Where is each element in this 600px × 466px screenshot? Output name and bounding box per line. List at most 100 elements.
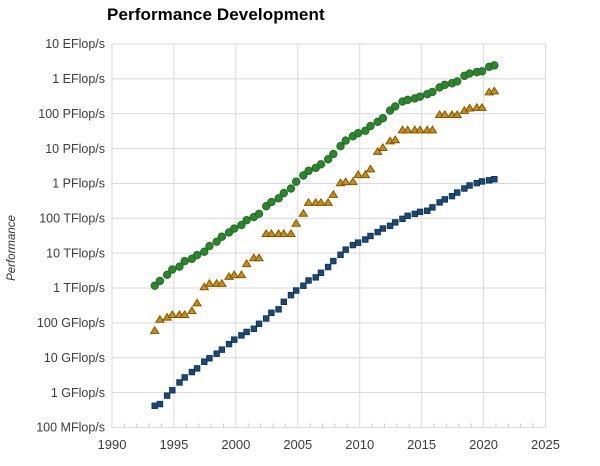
y-tick-label: 100 PFlop/s <box>38 107 105 121</box>
data-point-number1-orange-triangles <box>266 228 277 238</box>
data-point-sum-green-circles <box>316 160 326 169</box>
data-point-number500-blue-squares <box>275 306 282 313</box>
data-point-sum-green-circles <box>155 276 165 286</box>
data-point-number1-orange-triangles <box>315 197 326 206</box>
data-point-sum-green-circles <box>440 80 450 90</box>
data-point-number1-orange-triangles <box>278 228 289 238</box>
data-point-number500-blue-squares <box>362 236 369 243</box>
data-point-number1-orange-triangles <box>476 102 487 111</box>
data-point-number500-blue-squares <box>485 177 493 184</box>
data-point-sum-green-circles <box>200 247 209 256</box>
data-point-number1-orange-triangles <box>303 197 314 206</box>
data-point-sum-green-circles <box>336 142 345 151</box>
data-point-number500-blue-squares <box>255 320 263 327</box>
x-tick-label: 1990 <box>98 437 127 452</box>
data-point-sum-green-circles <box>361 126 370 135</box>
data-point-number500-blue-squares <box>156 400 164 408</box>
data-point-number1-orange-triangles <box>229 270 240 279</box>
y-tick-label: 10 PFlop/s <box>45 142 105 156</box>
data-point-sum-green-circles <box>341 136 350 145</box>
data-point-sum-green-circles <box>205 241 214 251</box>
data-point-number500-blue-squares <box>188 368 196 376</box>
y-tick-label: 10 EFlop/s <box>45 37 105 51</box>
data-point-number500-blue-squares <box>201 358 208 365</box>
data-point-number500-blue-squares <box>151 402 158 409</box>
y-tick-label: 10 TFlop/s <box>46 246 105 260</box>
data-point-number500-blue-squares <box>181 374 188 381</box>
data-point-number1-orange-triangles <box>298 208 309 217</box>
data-point-number500-blue-squares <box>330 257 337 265</box>
data-point-sum-green-circles <box>391 102 400 111</box>
data-point-number1-orange-triangles <box>377 142 388 152</box>
data-point-sum-green-circles <box>299 171 308 180</box>
data-point-number500-blue-squares <box>243 328 250 336</box>
data-point-number500-blue-squares <box>292 287 300 294</box>
data-point-number1-orange-triangles <box>452 109 463 119</box>
data-point-number1-orange-triangles <box>372 146 383 155</box>
data-point-sum-green-circles <box>162 270 172 279</box>
data-point-number500-blue-squares <box>441 196 449 203</box>
y-axis-title: Performance <box>6 215 18 281</box>
data-point-number1-orange-triangles <box>439 109 450 119</box>
data-point-number500-blue-squares <box>399 215 406 223</box>
data-point-sum-green-circles <box>465 69 474 78</box>
data-point-number500-blue-squares <box>466 182 473 189</box>
data-point-number1-orange-triangles <box>254 253 265 262</box>
data-point-sum-green-circles <box>192 250 202 260</box>
data-point-sum-green-circles <box>150 281 159 290</box>
data-point-sum-green-circles <box>237 220 246 230</box>
data-point-sum-green-circles <box>274 194 283 203</box>
data-point-sum-green-circles <box>323 155 333 164</box>
data-point-number500-blue-squares <box>424 207 431 214</box>
data-point-sum-green-circles <box>230 224 239 233</box>
data-point-number500-blue-squares <box>287 291 295 299</box>
data-point-number1-orange-triangles <box>216 278 227 287</box>
y-tick-label: 1 TFlop/s <box>53 281 105 295</box>
data-point-number500-blue-squares <box>404 212 411 220</box>
data-point-number1-orange-triangles <box>328 189 339 198</box>
y-tick-label: 100 GFlop/s <box>37 316 105 330</box>
data-point-number1-orange-triangles <box>285 228 296 238</box>
data-point-number500-blue-squares <box>225 340 233 348</box>
data-point-number1-orange-triangles <box>415 125 426 134</box>
data-point-sum-green-circles <box>254 209 264 219</box>
data-point-sum-green-circles <box>175 262 184 271</box>
x-tick-label: 1995 <box>159 437 188 452</box>
data-point-sum-green-circles <box>353 129 363 138</box>
data-point-number500-blue-squares <box>349 241 357 249</box>
data-point-number500-blue-squares <box>354 239 362 246</box>
data-point-number1-orange-triangles <box>192 298 203 307</box>
data-point-number500-blue-squares <box>392 219 399 226</box>
y-tick-label: 1 PFlop/s <box>52 177 105 191</box>
data-point-number500-blue-squares <box>324 263 332 271</box>
x-tick-label: 2025 <box>531 437 560 452</box>
data-point-number500-blue-squares <box>374 228 381 236</box>
data-point-sum-green-circles <box>403 95 412 105</box>
data-point-number500-blue-squares <box>337 251 344 258</box>
data-point-number500-blue-squares <box>453 189 461 196</box>
data-point-number500-blue-squares <box>238 332 245 339</box>
y-tick-label: 1 GFlop/s <box>51 386 105 400</box>
data-point-number1-orange-triangles <box>489 86 500 95</box>
data-point-number500-blue-squares <box>416 208 424 216</box>
data-point-number1-orange-triangles <box>149 325 160 334</box>
data-point-sum-green-circles <box>378 114 388 123</box>
data-point-number500-blue-squares <box>461 185 468 192</box>
data-point-number1-orange-triangles <box>291 218 302 227</box>
data-point-number500-blue-squares <box>218 346 226 353</box>
data-point-number500-blue-squares <box>448 192 456 200</box>
data-point-number500-blue-squares <box>317 269 325 277</box>
x-tick-label: 2005 <box>283 437 312 452</box>
data-point-sum-green-circles <box>329 149 338 159</box>
data-point-sum-green-circles <box>217 232 227 241</box>
data-point-number1-orange-triangles <box>390 135 401 144</box>
y-tick-label: 10 GFlop/s <box>44 351 105 365</box>
data-point-number1-orange-triangles <box>464 103 475 112</box>
data-point-number500-blue-squares <box>206 355 213 362</box>
data-point-sum-green-circles <box>286 184 296 193</box>
data-point-number500-blue-squares <box>231 336 238 343</box>
y-tick-label: 100 TFlop/s <box>39 212 105 226</box>
data-point-number500-blue-squares <box>300 282 307 289</box>
data-point-sum-green-circles <box>168 265 177 274</box>
